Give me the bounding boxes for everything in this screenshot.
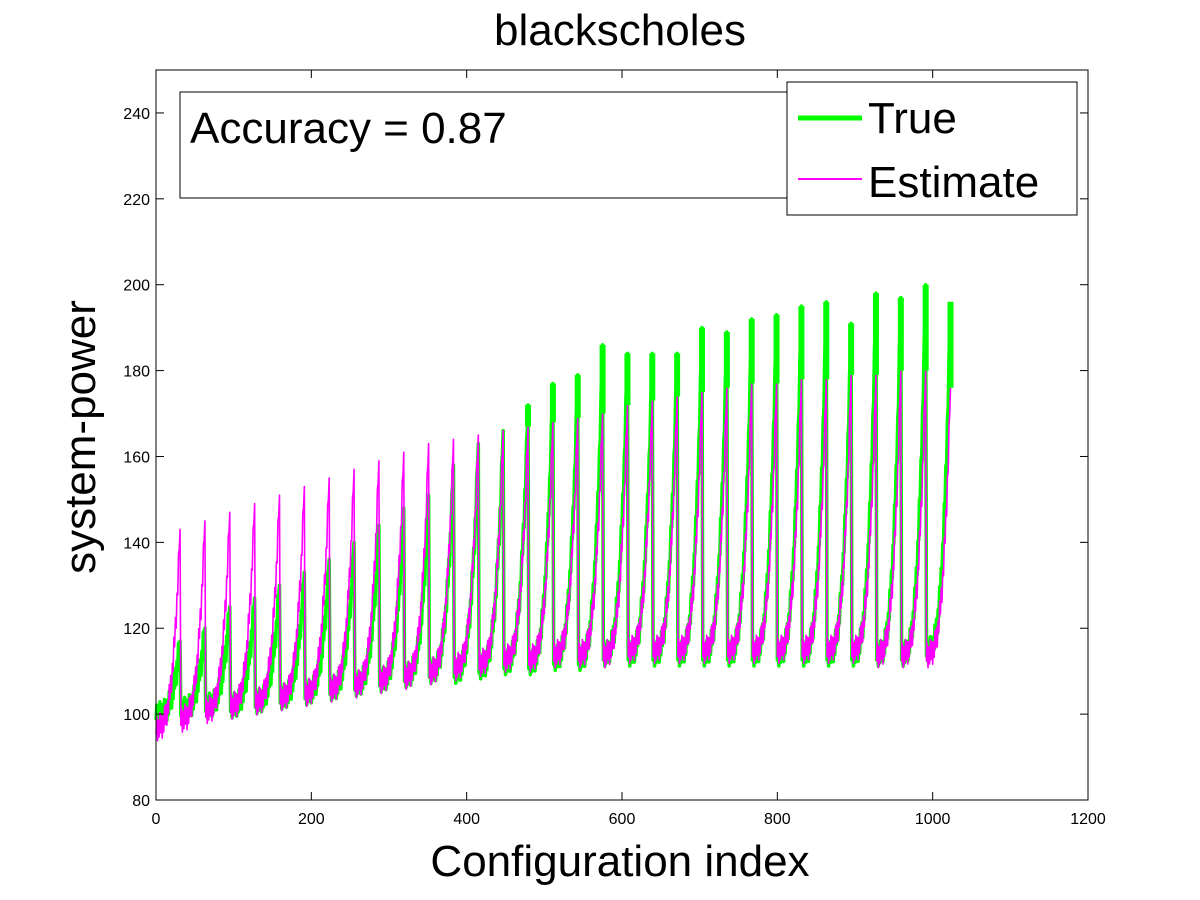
y-tick-label: 220 <box>123 192 150 209</box>
y-tick-label: 80 <box>132 793 150 810</box>
y-tick-label: 240 <box>123 106 150 123</box>
y-tick-label: 100 <box>123 707 150 724</box>
y-tick-label: 140 <box>123 535 150 552</box>
series-layer <box>154 282 954 742</box>
chart-title: blackscholes <box>494 6 746 55</box>
y-tick-label: 120 <box>123 621 150 638</box>
legend-label-true: True <box>868 94 957 143</box>
y-axis-label: system-power <box>56 300 105 574</box>
x-tick-label: 400 <box>453 811 480 828</box>
x-tick-label: 800 <box>764 811 791 828</box>
x-axis-ticks: 0 200 400 600 800 1000 1200 <box>152 70 1106 828</box>
x-tick-label: 1200 <box>1070 811 1106 828</box>
x-tick-label: 200 <box>298 811 325 828</box>
x-tick-label: 600 <box>609 811 636 828</box>
accuracy-annotation: Accuracy = 0.87 <box>190 104 507 153</box>
y-tick-label: 160 <box>123 449 150 466</box>
annotation-box: Accuracy = 0.87 <box>179 91 791 199</box>
x-axis-label: Configuration index <box>430 837 809 886</box>
y-tick-label: 200 <box>123 278 150 295</box>
series-line-estimate <box>155 369 952 742</box>
y-axis-ticks: 80 100 120 140 160 180 200 220 240 <box>123 106 1088 810</box>
legend: True Estimate <box>786 81 1078 216</box>
x-tick-label: 1000 <box>915 811 951 828</box>
x-tick-label: 0 <box>152 811 161 828</box>
legend-label-estimate: Estimate <box>868 158 1039 207</box>
y-tick-label: 180 <box>123 364 150 381</box>
